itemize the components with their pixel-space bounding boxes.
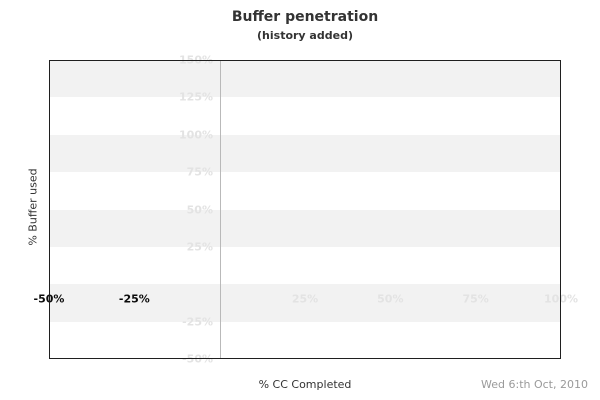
background-stripe	[49, 209, 561, 247]
x-tick-label: 75%	[462, 292, 489, 306]
y-tick-label: 150%	[179, 53, 213, 67]
x-tick-label: 50%	[377, 292, 404, 306]
x-axis-title: % CC Completed	[258, 378, 352, 391]
y-tick-label: 25%	[186, 240, 213, 254]
y-tick-label: 50%	[186, 203, 213, 216]
zero-gridline	[220, 60, 221, 359]
y-tick-label: -50%	[182, 352, 213, 366]
y-tick-label: 100%	[179, 128, 213, 142]
x-tick-label: 100%	[544, 292, 578, 306]
plot-area: 150% 125% 100% 75% 50% 25% -25% -50% -50% -25% 25%…	[34, 54, 578, 366]
chart-title: Buffer penetration	[231, 9, 379, 25]
y-tick-label: 125%	[179, 90, 213, 104]
y-tick-label: 75%	[186, 165, 213, 179]
y-tick-label: -25%	[182, 315, 213, 329]
chart-subtitle: (history added)	[257, 29, 353, 42]
y-axis-title: % Buffer used	[26, 168, 40, 246]
x-tick-label: 25%	[291, 292, 319, 306]
background-stripe	[49, 284, 561, 322]
x-tick-label: -50%	[33, 292, 65, 306]
background-stripe	[49, 134, 561, 173]
date-label: Wed 6:th Oct, 2010	[481, 378, 588, 391]
x-tick-label: -25%	[118, 292, 150, 306]
background-stripe	[49, 60, 561, 98]
